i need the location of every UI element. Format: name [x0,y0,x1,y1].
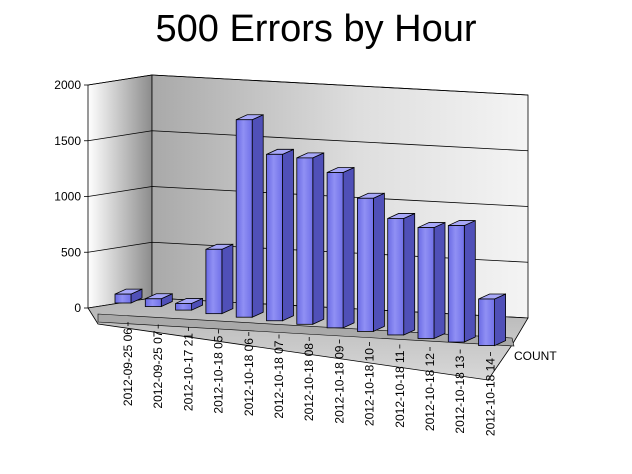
gridline [87,186,529,207]
x-tick-label: 2012-10-18 14 [483,358,497,436]
bar [296,152,325,325]
x-tick-label: 2012-10-18 07 [272,340,286,418]
bar-front [296,157,314,325]
bar [356,192,385,333]
bar-front [356,197,374,332]
bar-front [387,218,405,336]
x-tick-label: 2012-10-18 08 [302,343,316,421]
bar-side [282,148,294,322]
bars [114,114,507,347]
bar [114,288,143,304]
bar [417,221,446,340]
bar-front [447,225,465,343]
bar-side [221,243,234,315]
chart-title: 500 Errors by Hour [155,8,477,50]
bar-side [312,152,325,325]
bar-front [144,298,162,307]
x-tick-label: 2012-10-18 11 [393,350,407,428]
bar-front [417,227,435,339]
x-tick-label: 2012-10-18 09 [332,345,346,423]
x-axis: 2012-09-25 06 2012-09-25 07 2012-10-17 21 2… [121,322,497,436]
gridline [87,130,529,152]
x-tick-label: 2012-10-17 21 [181,333,195,411]
bar-front [205,248,223,315]
gridline [87,74,529,96]
y-tick-label: 1500 [54,134,81,148]
y-tick-label: 0 [74,301,81,315]
bar [447,219,476,343]
bar-side [403,212,416,336]
x-tick-label: 2012-09-25 07 [151,330,165,408]
x-tick-label: 2012-10-18 05 [212,335,226,413]
bar-side [372,192,385,333]
bar [387,212,416,336]
bar-front [175,303,193,311]
y-tick-label: 1000 [54,190,81,204]
y-tick-label: 500 [61,245,81,259]
y-axis: 0 500 1000 1500 2000 [54,78,88,315]
x-tick-label: 2012-09-25 06 [121,328,135,406]
bar [478,293,507,347]
bar-front [114,293,132,304]
bar [175,297,204,311]
bar [144,293,173,308]
bar-side [251,114,264,318]
bar-front [235,119,253,318]
x-tick-label: 2012-10-18 13 [453,355,467,433]
x-tick-label: 2012-10-18 06 [242,338,256,416]
bar-front [478,298,496,347]
bar-front [326,172,344,329]
bar [326,166,355,329]
series-depth-label: COUNT [514,349,557,363]
bar-side [433,221,446,340]
x-tick-label: 2012-10-18 10 [363,348,377,426]
x-tick-label: 2012-10-18 12 [423,353,437,431]
bar-side [494,293,507,347]
bar [205,243,234,315]
bar [266,148,294,322]
bar [235,114,264,318]
bar-front [266,153,283,322]
bar-side [463,219,476,343]
y-tick-label: 2000 [54,78,81,92]
bar-side [342,166,355,329]
